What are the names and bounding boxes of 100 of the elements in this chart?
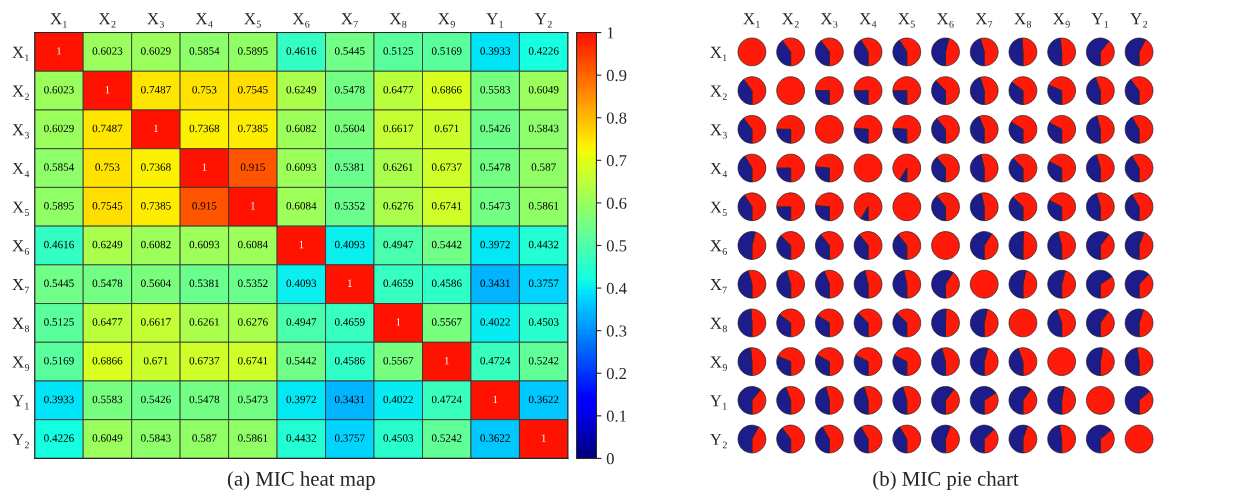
data-label: 0.4616	[286, 47, 317, 55]
y-tick-label: X₄	[12, 162, 30, 178]
data-label: 0.5125	[383, 47, 414, 55]
data-label: 0.7487	[92, 124, 123, 133]
data-label: 0.5478	[480, 163, 511, 171]
data-label: 0.5478	[189, 395, 220, 404]
data-label: 0.5169	[431, 47, 462, 55]
data-label: 0.3431	[480, 279, 510, 288]
data-label: 0.6093	[189, 240, 220, 249]
data-label: 0.5242	[431, 434, 462, 442]
data-label: 0.5583	[480, 85, 511, 94]
data-label: 0.6082	[286, 124, 316, 133]
data-label: 0.3972	[286, 395, 316, 404]
data-label: 0.6082	[141, 240, 171, 249]
data-label: 0.4432	[528, 240, 559, 249]
data-label: 1	[105, 85, 110, 94]
data-label: 0.5242	[528, 356, 559, 365]
color-bar-label: 0	[606, 453, 614, 465]
data-label: 0.753	[95, 163, 120, 171]
data-label: 0.5895	[44, 202, 74, 210]
data-label: 1	[57, 47, 62, 55]
data-label: 0.6276	[383, 202, 414, 210]
data-label: 0.7545	[237, 85, 268, 94]
data-label: 0.587	[192, 434, 217, 442]
category-label: X₂	[710, 85, 727, 100]
text: (a) MIC heat map	[227, 471, 375, 491]
text: (b) MIC pie chart	[873, 471, 1019, 491]
data-label: 0.6249	[92, 240, 123, 249]
x-tick-label: Y₁	[486, 13, 503, 28]
x-tick-label: X₈	[389, 13, 407, 28]
data-label: 0.6261	[189, 318, 219, 326]
data-label: 0.4022	[383, 395, 413, 404]
data-label: 0.3757	[528, 279, 559, 288]
data-label: 0.5567	[431, 318, 462, 326]
data-label: 0.5473	[237, 395, 268, 404]
category-label: X₃	[710, 124, 727, 139]
x-tick-label: X₂	[98, 13, 116, 28]
data-label: 0.3757	[334, 434, 365, 442]
data-label: 1	[396, 318, 401, 326]
data-label: 0.4503	[383, 434, 414, 442]
x-tick-label: X₁	[50, 13, 67, 28]
y-tick-label: Y₁	[12, 395, 29, 410]
data-label: 0.3933	[44, 395, 74, 404]
category-label: Y₂	[710, 433, 727, 449]
x-tick-label: X₄	[195, 13, 213, 28]
y-tick-label: X₉	[12, 356, 30, 371]
data-label: 0.7385	[237, 124, 268, 133]
category-label: X₆	[710, 240, 727, 255]
data-label: 0.6477	[383, 85, 414, 94]
y-tick-label: X₈	[12, 317, 30, 333]
y-tick-label: X₅	[12, 201, 29, 216]
x-tick-label: Y₂	[534, 13, 552, 28]
data-label: 0.4586	[334, 356, 365, 365]
data-label: 0.7385	[141, 202, 171, 210]
data-label: 0.915	[192, 202, 217, 210]
data-label: 0.5854	[189, 47, 220, 55]
data-label: 0.7368	[141, 163, 171, 171]
data-label: 0.5478	[334, 85, 365, 94]
data-label: 0.4947	[383, 240, 414, 249]
data-label: 0.4659	[383, 279, 414, 288]
data-label: 0.6049	[92, 434, 123, 442]
data-label: 0.4947	[286, 318, 317, 326]
data-label: 0.587	[531, 163, 556, 171]
color-bar-label: 0.9	[606, 69, 627, 82]
data-label: 0.5442	[286, 356, 316, 365]
data-label: 0.5854	[44, 163, 75, 171]
data-label: 0.4724	[431, 395, 462, 404]
category-label: X₁	[710, 46, 727, 62]
data-label: 0.915	[240, 163, 265, 171]
category-label: Y₁	[710, 395, 727, 410]
data-label: 0.5381	[334, 163, 365, 171]
data-label: 0.6023	[92, 47, 123, 55]
color-bar-label: 0.3	[606, 325, 627, 337]
y-tick-label: X₃	[12, 124, 30, 139]
y-tick-label: Y₂	[12, 433, 29, 449]
data-label: 0.6029	[44, 124, 74, 133]
data-label: 0.3431	[334, 395, 365, 404]
data-label: 0.4226	[44, 434, 74, 442]
x-tick-label: X₅	[244, 13, 261, 28]
data-label: 1	[347, 279, 352, 287]
color-bar-label: 0.7	[606, 155, 627, 167]
data-label: 0.6617	[383, 124, 414, 133]
data-label: 1	[299, 240, 304, 249]
data-label: 0.4724	[480, 356, 511, 365]
data-label: 0.6084	[237, 240, 268, 249]
data-label: 0.3622	[528, 395, 559, 404]
data-label: 0.6737	[431, 163, 462, 171]
data-label: 0.5478	[92, 279, 123, 288]
x-tick-label: X₇	[341, 13, 358, 28]
data-label: 0.5445	[334, 47, 365, 55]
data-label: 0.5352	[237, 279, 268, 288]
data-label: 1	[251, 202, 255, 210]
data-label: 0.6249	[286, 85, 317, 94]
data-label: 0.5583	[92, 395, 123, 404]
data-label: 0.5895	[237, 47, 268, 55]
data-label: 0.5567	[383, 356, 414, 365]
color-bar-label: 0.2	[606, 367, 627, 380]
data-label: 0.5352	[334, 202, 365, 210]
category-label: X₇	[710, 279, 727, 294]
category-label: X₅	[710, 201, 727, 216]
